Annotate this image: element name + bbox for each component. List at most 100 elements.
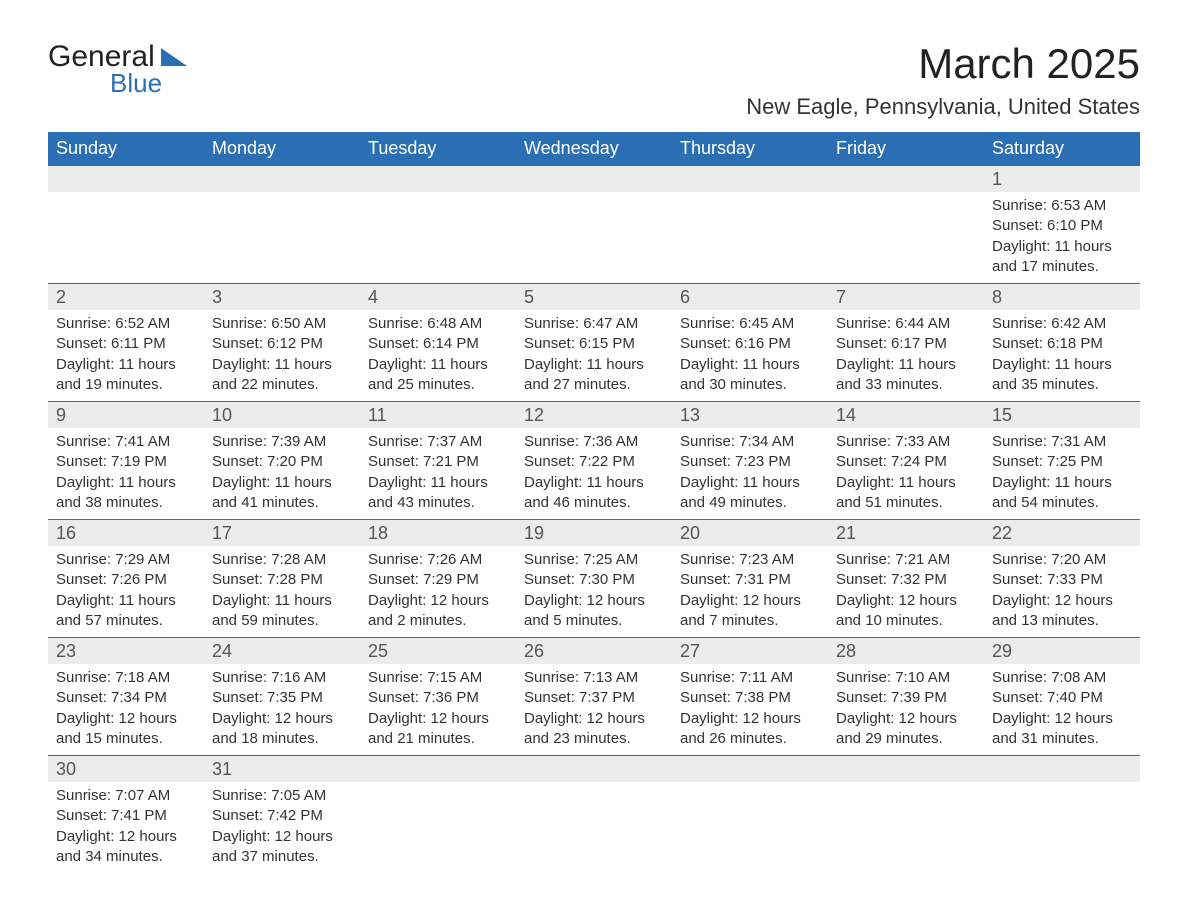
daylight-text: Daylight: 12 hours and 13 minutes.: [992, 591, 1132, 632]
weekday-header: Saturday: [984, 132, 1140, 166]
sunset-text: Sunset: 7:21 PM: [368, 452, 508, 472]
calendar-cell: [828, 756, 984, 874]
sunrise-text: Sunrise: 6:48 AM: [368, 314, 508, 334]
day-number-empty: [360, 756, 516, 782]
sunrise-text: Sunrise: 7:41 AM: [56, 432, 196, 452]
day-body: Sunrise: 7:18 AMSunset: 7:34 PMDaylight:…: [48, 664, 204, 755]
sunrise-text: Sunrise: 6:45 AM: [680, 314, 820, 334]
sunrise-text: Sunrise: 7:18 AM: [56, 668, 196, 688]
calendar-cell: 30Sunrise: 7:07 AMSunset: 7:41 PMDayligh…: [48, 756, 204, 874]
sunset-text: Sunset: 6:10 PM: [992, 216, 1132, 236]
daylight-text: Daylight: 12 hours and 7 minutes.: [680, 591, 820, 632]
calendar-cell: 20Sunrise: 7:23 AMSunset: 7:31 PMDayligh…: [672, 520, 828, 638]
day-body: Sunrise: 6:47 AMSunset: 6:15 PMDaylight:…: [516, 310, 672, 401]
day-number: 2: [48, 284, 204, 310]
day-number: 27: [672, 638, 828, 664]
sunrise-text: Sunrise: 6:47 AM: [524, 314, 664, 334]
sunrise-text: Sunrise: 7:23 AM: [680, 550, 820, 570]
day-body: Sunrise: 7:20 AMSunset: 7:33 PMDaylight:…: [984, 546, 1140, 637]
calendar-cell: 18Sunrise: 7:26 AMSunset: 7:29 PMDayligh…: [360, 520, 516, 638]
day-number: 29: [984, 638, 1140, 664]
sunset-text: Sunset: 7:22 PM: [524, 452, 664, 472]
daylight-text: Daylight: 12 hours and 10 minutes.: [836, 591, 976, 632]
day-number: 24: [204, 638, 360, 664]
calendar-cell: 8Sunrise: 6:42 AMSunset: 6:18 PMDaylight…: [984, 284, 1140, 402]
sunrise-text: Sunrise: 6:52 AM: [56, 314, 196, 334]
daylight-text: Daylight: 12 hours and 26 minutes.: [680, 709, 820, 750]
daylight-text: Daylight: 12 hours and 18 minutes.: [212, 709, 352, 750]
day-number: 13: [672, 402, 828, 428]
sunset-text: Sunset: 7:35 PM: [212, 688, 352, 708]
day-number: 5: [516, 284, 672, 310]
calendar-cell: 13Sunrise: 7:34 AMSunset: 7:23 PMDayligh…: [672, 402, 828, 520]
calendar-cell: 6Sunrise: 6:45 AMSunset: 6:16 PMDaylight…: [672, 284, 828, 402]
day-body-empty: [828, 192, 984, 222]
day-body: Sunrise: 7:07 AMSunset: 7:41 PMDaylight:…: [48, 782, 204, 873]
day-number: 16: [48, 520, 204, 546]
calendar-cell: 2Sunrise: 6:52 AMSunset: 6:11 PMDaylight…: [48, 284, 204, 402]
calendar-cell: [984, 756, 1140, 874]
daylight-text: Daylight: 11 hours and 54 minutes.: [992, 473, 1132, 514]
day-body: Sunrise: 7:23 AMSunset: 7:31 PMDaylight:…: [672, 546, 828, 637]
weekday-header-row: Sunday Monday Tuesday Wednesday Thursday…: [48, 132, 1140, 166]
day-body-empty: [828, 782, 984, 812]
day-number-empty: [516, 756, 672, 782]
sunrise-text: Sunrise: 7:36 AM: [524, 432, 664, 452]
brand-blue: Blue: [110, 68, 162, 99]
brand-mark-icon: [161, 48, 187, 66]
day-body-empty: [984, 782, 1140, 812]
weekday-header: Tuesday: [360, 132, 516, 166]
day-body-empty: [672, 782, 828, 812]
daylight-text: Daylight: 11 hours and 27 minutes.: [524, 355, 664, 396]
day-number: 9: [48, 402, 204, 428]
calendar-cell: [204, 166, 360, 284]
day-number-empty: [828, 756, 984, 782]
calendar-week-row: 1Sunrise: 6:53 AMSunset: 6:10 PMDaylight…: [48, 166, 1140, 284]
sunset-text: Sunset: 7:29 PM: [368, 570, 508, 590]
sunrise-text: Sunrise: 7:28 AM: [212, 550, 352, 570]
day-number: 18: [360, 520, 516, 546]
calendar-week-row: 16Sunrise: 7:29 AMSunset: 7:26 PMDayligh…: [48, 520, 1140, 638]
day-body-empty: [48, 192, 204, 222]
daylight-text: Daylight: 11 hours and 41 minutes.: [212, 473, 352, 514]
sunset-text: Sunset: 7:37 PM: [524, 688, 664, 708]
calendar-cell: 9Sunrise: 7:41 AMSunset: 7:19 PMDaylight…: [48, 402, 204, 520]
day-body: Sunrise: 7:21 AMSunset: 7:32 PMDaylight:…: [828, 546, 984, 637]
sunrise-text: Sunrise: 7:21 AM: [836, 550, 976, 570]
day-body: Sunrise: 6:44 AMSunset: 6:17 PMDaylight:…: [828, 310, 984, 401]
day-number: 1: [984, 166, 1140, 192]
calendar-cell: 10Sunrise: 7:39 AMSunset: 7:20 PMDayligh…: [204, 402, 360, 520]
daylight-text: Daylight: 12 hours and 23 minutes.: [524, 709, 664, 750]
daylight-text: Daylight: 12 hours and 2 minutes.: [368, 591, 508, 632]
day-body: Sunrise: 7:41 AMSunset: 7:19 PMDaylight:…: [48, 428, 204, 519]
day-body: Sunrise: 7:10 AMSunset: 7:39 PMDaylight:…: [828, 664, 984, 755]
day-body: Sunrise: 7:16 AMSunset: 7:35 PMDaylight:…: [204, 664, 360, 755]
calendar-cell: 28Sunrise: 7:10 AMSunset: 7:39 PMDayligh…: [828, 638, 984, 756]
calendar-cell: 31Sunrise: 7:05 AMSunset: 7:42 PMDayligh…: [204, 756, 360, 874]
sunset-text: Sunset: 6:15 PM: [524, 334, 664, 354]
day-number: 3: [204, 284, 360, 310]
sunset-text: Sunset: 7:28 PM: [212, 570, 352, 590]
day-number: 7: [828, 284, 984, 310]
sunrise-text: Sunrise: 7:15 AM: [368, 668, 508, 688]
sunset-text: Sunset: 7:20 PM: [212, 452, 352, 472]
daylight-text: Daylight: 12 hours and 37 minutes.: [212, 827, 352, 868]
day-body: Sunrise: 7:15 AMSunset: 7:36 PMDaylight:…: [360, 664, 516, 755]
sunrise-text: Sunrise: 7:39 AM: [212, 432, 352, 452]
day-body: Sunrise: 6:45 AMSunset: 6:16 PMDaylight:…: [672, 310, 828, 401]
sunset-text: Sunset: 7:24 PM: [836, 452, 976, 472]
day-number: 19: [516, 520, 672, 546]
sunset-text: Sunset: 7:25 PM: [992, 452, 1132, 472]
sunrise-text: Sunrise: 7:20 AM: [992, 550, 1132, 570]
day-number-empty: [984, 756, 1140, 782]
calendar-cell: 5Sunrise: 6:47 AMSunset: 6:15 PMDaylight…: [516, 284, 672, 402]
day-body: Sunrise: 7:37 AMSunset: 7:21 PMDaylight:…: [360, 428, 516, 519]
daylight-text: Daylight: 11 hours and 25 minutes.: [368, 355, 508, 396]
calendar-cell: 11Sunrise: 7:37 AMSunset: 7:21 PMDayligh…: [360, 402, 516, 520]
day-body: Sunrise: 6:50 AMSunset: 6:12 PMDaylight:…: [204, 310, 360, 401]
daylight-text: Daylight: 12 hours and 29 minutes.: [836, 709, 976, 750]
calendar-cell: [828, 166, 984, 284]
day-number: 26: [516, 638, 672, 664]
sunset-text: Sunset: 7:39 PM: [836, 688, 976, 708]
daylight-text: Daylight: 11 hours and 33 minutes.: [836, 355, 976, 396]
